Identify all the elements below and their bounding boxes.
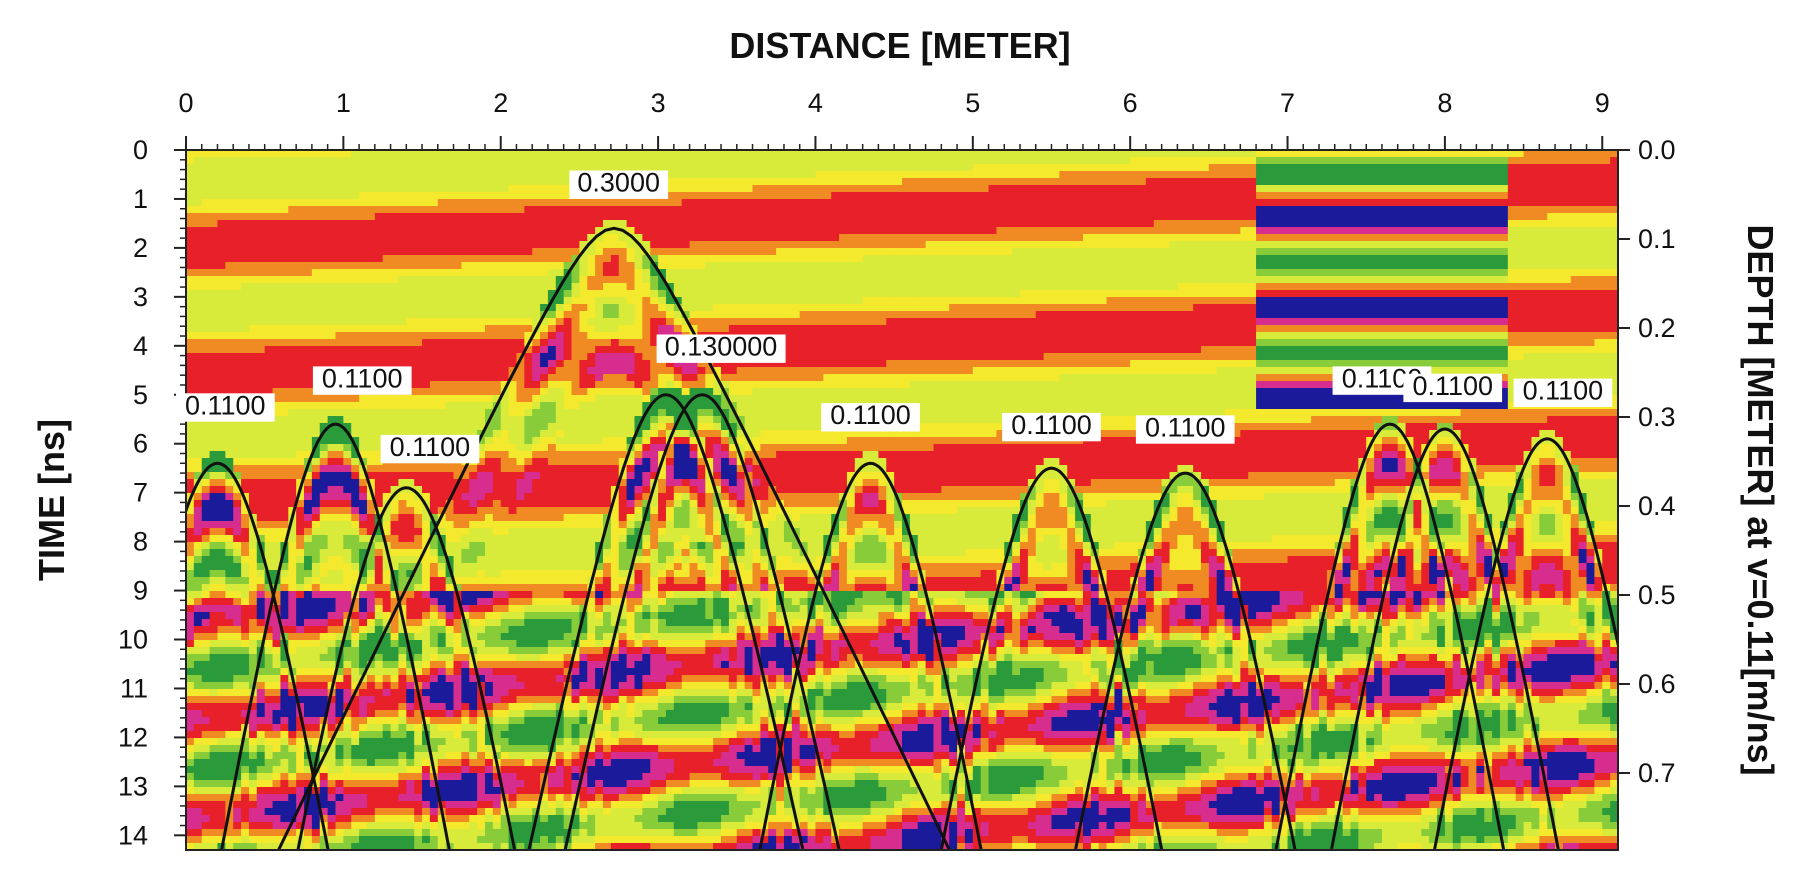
- hyperbola-curve: [296, 486, 517, 850]
- y-tick-label: 0: [133, 135, 148, 165]
- hyperbola-curves: [186, 226, 1618, 850]
- y-axis-title: TIME [ns]: [31, 419, 72, 581]
- hyperbola-curve: [758, 461, 983, 850]
- x-tick-label: 3: [651, 88, 666, 118]
- hyperbola-label-bg: [1403, 373, 1503, 403]
- x-tick-label: 6: [1123, 88, 1138, 118]
- y-tick-label: 1: [133, 184, 148, 214]
- x-tick-label: 2: [493, 88, 508, 118]
- x-tick-label: 7: [1280, 88, 1295, 118]
- hyperbola-velocity-label: 0.1100: [390, 432, 471, 462]
- depth-axis-ticks: 0.0 0.1 0.2 0.3 0.4 0.5 0.6 0.7: [1618, 135, 1676, 788]
- depth-tick-label: 0.3: [1638, 402, 1676, 432]
- y-tick-label: 13: [118, 771, 148, 801]
- y-tick-label: 11: [120, 673, 148, 703]
- depth-tick-label: 0.1: [1638, 224, 1676, 254]
- hyperbola-velocity-label: 0.1100: [1523, 376, 1604, 406]
- y-tick-label: 6: [133, 429, 148, 459]
- x-axis-title: DISTANCE [METER]: [729, 25, 1070, 66]
- depth-tick-label: 0.7: [1638, 758, 1676, 788]
- y-tick-label: 5: [133, 380, 148, 410]
- hyperbola-curve: [939, 466, 1164, 850]
- hyperbola-label-bg: [821, 403, 920, 432]
- x-tick-label: 5: [965, 88, 980, 118]
- y-tick-label: 4: [133, 331, 148, 361]
- hyperbola-label-bg: [1002, 412, 1101, 442]
- depth-tick-label: 0.5: [1638, 580, 1676, 610]
- x-tick-label: 4: [808, 88, 823, 118]
- x-tick-label: 9: [1595, 88, 1610, 118]
- hyperbola-curve: [1432, 437, 1618, 850]
- depth-tick-label: 0.6: [1638, 669, 1676, 699]
- depth-axis-title: DEPTH [METER] at v=0.11[m/ns]: [1740, 224, 1781, 775]
- hyperbola-label-bg: [312, 366, 412, 395]
- x-tick-label: 1: [336, 88, 351, 118]
- hyperbola-velocity-label: 0.1100: [1413, 371, 1494, 401]
- hyperbola-curve: [563, 393, 841, 850]
- y-tick-label: 2: [133, 233, 148, 263]
- hyperbola-curve: [1274, 422, 1506, 850]
- hyperbola-velocity-label: 0.1100: [185, 390, 266, 420]
- plot-frame: [185, 149, 1619, 851]
- hyperbola-label-bg: [1513, 378, 1613, 407]
- hyperbola-velocity-label: 0.1100: [1011, 410, 1092, 440]
- hyperbola-velocity-label: 0.1100: [1145, 412, 1226, 442]
- hyperbola-label-bg: [656, 334, 786, 363]
- hyperbola-label-bg: [176, 393, 275, 422]
- hyperbola-labels: 0.1100 0.1100 0.1100 0.3000 0.130000 0.1100 0.…: [176, 168, 1613, 464]
- hyperbola-curve: [186, 461, 330, 850]
- hyperbola-label-bg: [380, 434, 480, 464]
- hyperbola-curve: [1329, 427, 1560, 850]
- y-tick-label: 3: [133, 282, 148, 312]
- y-tick-label: 10: [118, 625, 148, 655]
- hyperbola-curve: [276, 226, 952, 850]
- y-tick-label: 12: [118, 722, 148, 752]
- hyperbola-velocity-label: 0.130000: [665, 332, 778, 362]
- depth-tick-label: 0.2: [1638, 313, 1676, 343]
- x-tick-label: 8: [1437, 88, 1452, 118]
- radargram-image: [186, 150, 1618, 850]
- depth-tick-label: 0.4: [1638, 491, 1676, 521]
- hyperbola-label-bg: [1135, 415, 1235, 444]
- hyperbola-curve: [220, 422, 451, 850]
- hyperbola-velocity-label: 0.3000: [577, 168, 660, 198]
- x-axis-ticks: 0 1 2 3 4 5 6 7 8 9: [178, 88, 1610, 150]
- hyperbola-velocity-label: 0.1100: [830, 400, 911, 430]
- x-tick-label: 0: [178, 88, 193, 118]
- y-tick-label: 9: [133, 576, 148, 606]
- hyperbola-label-bg: [569, 170, 669, 199]
- hyperbola-velocity-label: 0.1100: [322, 363, 403, 393]
- y-tick-label: 14: [118, 820, 148, 850]
- hyperbola-curve: [1073, 471, 1297, 850]
- depth-tick-label: 0.0: [1638, 135, 1676, 165]
- y-tick-label: 8: [133, 527, 148, 557]
- hyperbola-curve: [527, 393, 805, 850]
- y-tick-label: 7: [133, 478, 148, 508]
